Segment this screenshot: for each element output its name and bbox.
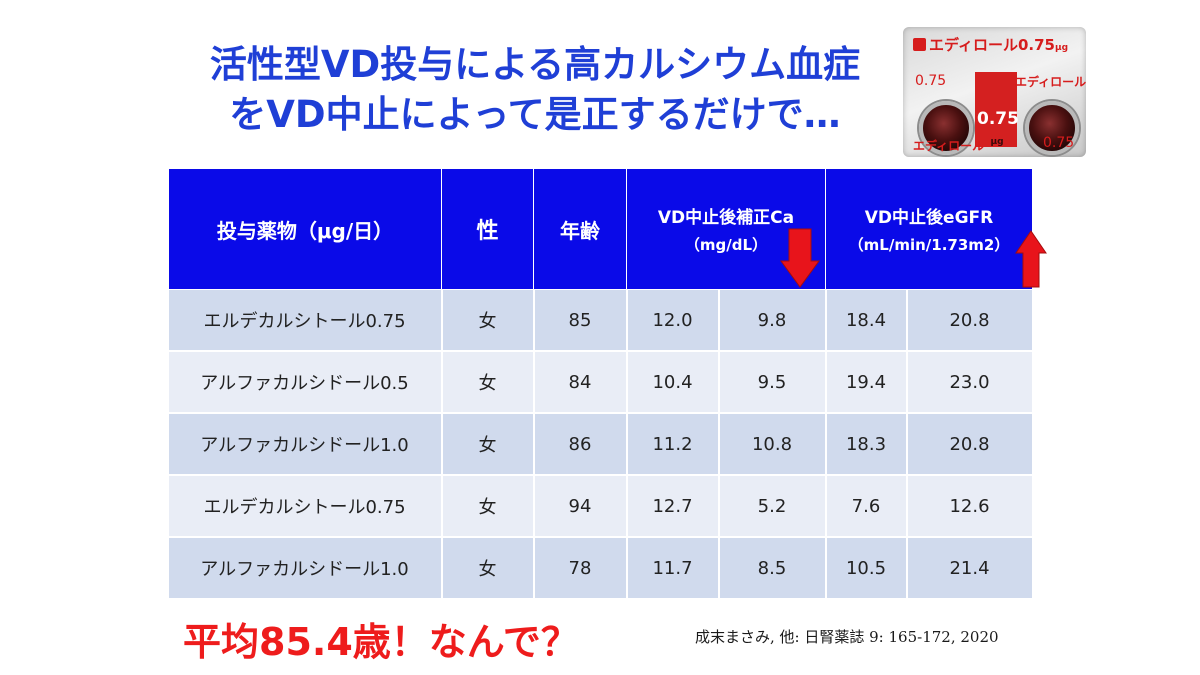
package-center-dose-unit: μg [990, 137, 1004, 147]
cell-drug: アルファカルシドール1.0 [168, 537, 443, 600]
cell-age: 94 [533, 475, 628, 538]
cell-age: 84 [533, 351, 628, 414]
table-header-row: 投与薬物（μg/日） 性 年齢 VD中止後補正Ca （mg/dL） VD中止後e… [168, 168, 1047, 290]
cell-egfr-before: 18.3 [825, 413, 908, 476]
cell-ca-after: 9.8 [718, 289, 827, 352]
package-red-band [975, 72, 1017, 147]
header-sex: 性 [441, 168, 534, 290]
cell-drug: エルデカルシトール0.75 [168, 475, 443, 538]
drug-package-photo: エディロール0.75μg 0.75 エディロール 0.75 μg エディロール … [903, 27, 1086, 157]
package-sheet-name-left: エディロール [913, 139, 985, 153]
tablet-left [919, 101, 973, 155]
cell-ca-after: 9.5 [718, 351, 827, 414]
cell-drug: エルデカルシトール0.75 [168, 289, 443, 352]
cell-ca-before: 10.4 [626, 351, 720, 414]
package-center-dose-value: 0.75 [977, 109, 1019, 129]
cell-drug: アルファカルシドール1.0 [168, 413, 443, 476]
table-row: エルデカルシトール0.75 女 94 12.7 5.2 7.6 12.6 [168, 475, 1034, 538]
header-drug: 投与薬物（μg/日） [168, 168, 442, 290]
title-line-1: 活性型VD投与による高カルシウム血症 [209, 43, 861, 86]
cell-egfr-after: 12.6 [906, 475, 1034, 538]
package-brand-name: エディロール [929, 36, 1018, 54]
cell-egfr-before: 7.6 [825, 475, 908, 538]
results-table-container: 投与薬物（μg/日） 性 年齢 VD中止後補正Ca （mg/dL） VD中止後e… [168, 168, 1047, 600]
average-age-note: 平均85.4歳！なんで？ [183, 620, 579, 664]
arrow-up-icon [1015, 230, 1047, 288]
package-brand-dose: 0.75 [1017, 36, 1055, 54]
cell-egfr-after: 20.8 [906, 289, 1034, 352]
cell-age: 85 [533, 289, 628, 352]
cell-sex: 女 [441, 537, 535, 600]
header-age: 年齢 [533, 168, 627, 290]
cell-egfr-before: 18.4 [825, 289, 908, 352]
table-row: エルデカルシトール0.75 女 85 12.0 9.8 18.4 20.8 [168, 289, 1034, 352]
cell-egfr-after: 20.8 [906, 413, 1034, 476]
package-dose-left: 0.75 [915, 73, 947, 89]
table-row: アルファカルシドール0.5 女 84 10.4 9.5 19.4 23.0 [168, 351, 1034, 414]
cell-egfr-before: 10.5 [825, 537, 908, 600]
cell-egfr-before: 19.4 [825, 351, 908, 414]
table-row: アルファカルシドール1.0 女 86 11.2 10.8 18.3 20.8 [168, 413, 1034, 476]
package-center-dose: 0.75 μg [977, 109, 1019, 149]
table-row: アルファカルシドール1.0 女 78 11.7 8.5 10.5 21.4 [168, 537, 1034, 600]
package-brand: エディロール0.75μg [913, 34, 1068, 55]
cell-egfr-after: 21.4 [906, 537, 1034, 600]
cell-sex: 女 [441, 289, 535, 352]
cell-ca-before: 12.7 [626, 475, 720, 538]
citation: 成末まさみ, 他: 日腎薬誌 9: 165-172, 2020 [695, 628, 999, 646]
header-ca: VD中止後補正Ca （mg/dL） [626, 168, 826, 290]
results-table: 投与薬物（μg/日） 性 年齢 VD中止後補正Ca （mg/dL） VD中止後e… [168, 168, 1047, 600]
package-dose-right: 0.75 [1043, 135, 1075, 151]
title-line-2: をVD中止によって是正するだけで… [229, 93, 841, 136]
cell-ca-before: 11.2 [626, 413, 720, 476]
cell-sex: 女 [441, 351, 535, 414]
tablet-right [1025, 101, 1079, 155]
package-sheet-name-right: エディロール [1015, 75, 1086, 89]
cell-sex: 女 [441, 413, 535, 476]
cell-age: 86 [533, 413, 628, 476]
cell-drug: アルファカルシドール0.5 [168, 351, 443, 414]
cell-ca-after: 8.5 [718, 537, 827, 600]
cell-egfr-after: 23.0 [906, 351, 1034, 414]
cell-ca-after: 5.2 [718, 475, 827, 538]
package-logo-icon [913, 38, 926, 51]
cell-ca-before: 12.0 [626, 289, 720, 352]
cell-ca-after: 10.8 [718, 413, 827, 476]
header-egfr: VD中止後eGFR （mL/min/1.73m2） [824, 168, 1047, 290]
package-brand-unit: μg [1054, 43, 1069, 53]
cell-sex: 女 [441, 475, 535, 538]
slide-title: 活性型VD投与による高カルシウム血症 をVD中止によって是正するだけで… [160, 40, 910, 140]
cell-ca-before: 11.7 [626, 537, 720, 600]
cell-age: 78 [533, 537, 628, 600]
arrow-down-icon [780, 228, 820, 288]
